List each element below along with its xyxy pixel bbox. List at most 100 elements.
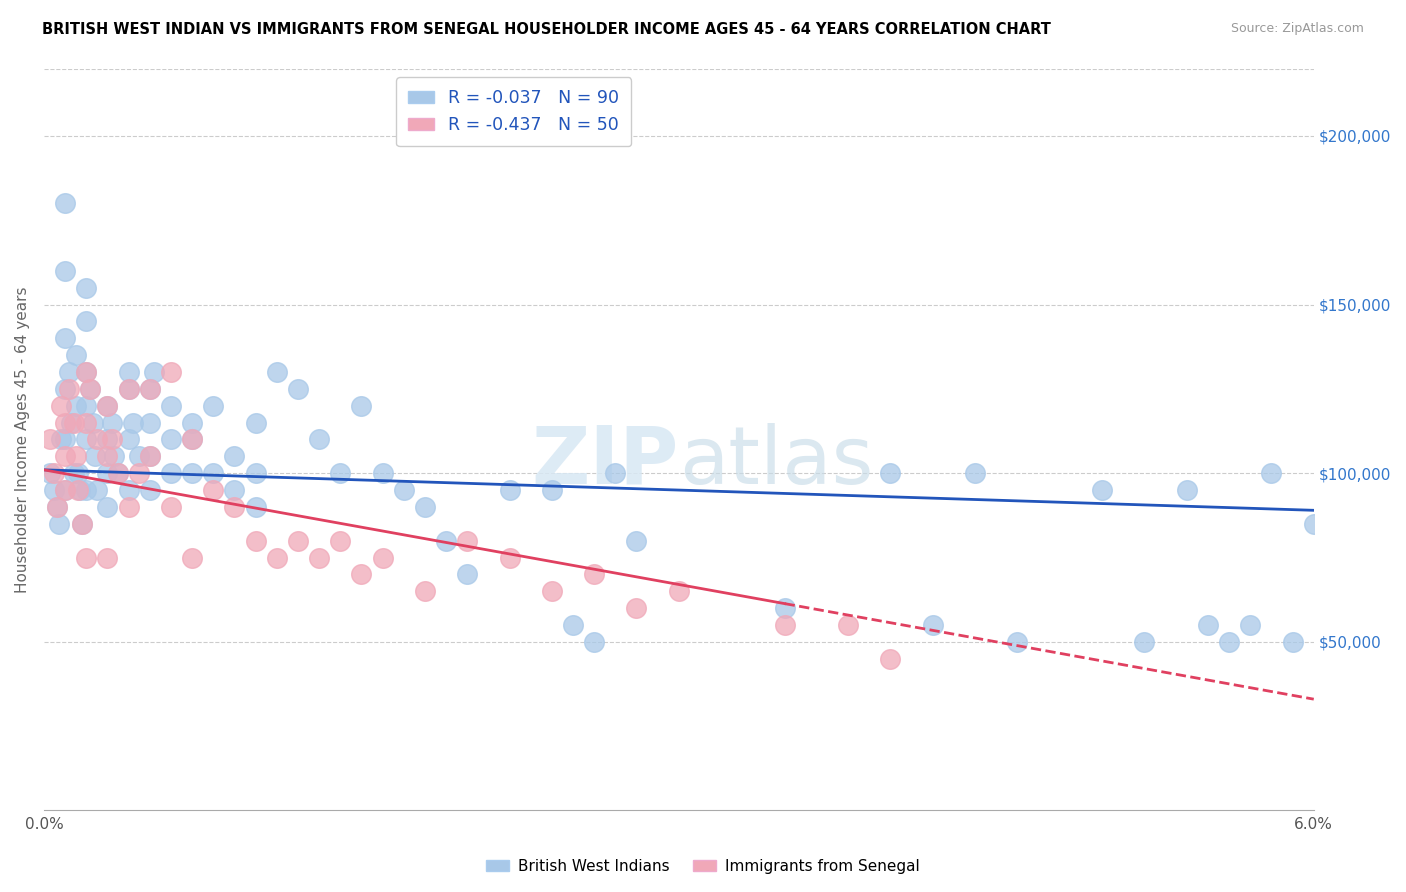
Point xyxy=(65,450,87,464)
Point xyxy=(117,483,139,497)
Point xyxy=(103,450,125,464)
Point xyxy=(456,533,478,548)
Point xyxy=(350,399,373,413)
Point xyxy=(53,416,76,430)
Point xyxy=(53,331,76,345)
Point xyxy=(69,483,91,497)
Point xyxy=(70,516,93,531)
Text: BRITISH WEST INDIAN VS IMMIGRANTS FROM SENEGAL HOUSEHOLDER INCOME AGES 45 - 64 Y: BRITISH WEST INDIAN VS IMMIGRANTS FROM S… xyxy=(42,22,1052,37)
Point xyxy=(1302,516,1324,531)
Point xyxy=(583,567,606,582)
Point xyxy=(224,450,246,464)
Point xyxy=(128,450,150,464)
Point xyxy=(75,365,97,379)
Point xyxy=(138,483,160,497)
Point xyxy=(58,365,80,379)
Point xyxy=(392,483,415,497)
Point xyxy=(181,433,204,447)
Point xyxy=(49,433,72,447)
Point xyxy=(75,416,97,430)
Point xyxy=(245,533,267,548)
Point xyxy=(66,467,89,481)
Point xyxy=(107,467,129,481)
Point xyxy=(181,416,204,430)
Point xyxy=(668,584,690,599)
Point xyxy=(879,651,901,665)
Point xyxy=(1218,635,1240,649)
Point xyxy=(773,618,796,632)
Point xyxy=(879,467,901,481)
Point xyxy=(160,467,183,481)
Point xyxy=(75,365,97,379)
Point xyxy=(160,500,183,514)
Point xyxy=(53,382,76,396)
Point xyxy=(83,450,105,464)
Point xyxy=(583,635,606,649)
Point xyxy=(413,584,436,599)
Point xyxy=(53,483,76,497)
Point xyxy=(308,550,330,565)
Point xyxy=(53,196,76,211)
Point xyxy=(350,567,373,582)
Point xyxy=(48,516,70,531)
Point xyxy=(498,483,520,497)
Point xyxy=(605,467,627,481)
Point xyxy=(138,450,160,464)
Point xyxy=(53,483,76,497)
Point xyxy=(540,483,562,497)
Point xyxy=(96,467,118,481)
Point xyxy=(921,618,943,632)
Point xyxy=(266,550,288,565)
Point xyxy=(45,500,67,514)
Point xyxy=(266,365,288,379)
Point xyxy=(371,467,394,481)
Point xyxy=(224,500,246,514)
Point xyxy=(70,516,93,531)
Point xyxy=(1175,483,1198,497)
Point xyxy=(773,601,796,615)
Point xyxy=(1239,618,1261,632)
Point xyxy=(224,483,246,497)
Point xyxy=(138,382,160,396)
Point xyxy=(58,382,80,396)
Legend: British West Indians, Immigrants from Senegal: British West Indians, Immigrants from Se… xyxy=(481,853,925,880)
Point xyxy=(160,433,183,447)
Y-axis label: Householder Income Ages 45 - 64 years: Householder Income Ages 45 - 64 years xyxy=(15,286,30,593)
Point xyxy=(75,550,97,565)
Point xyxy=(202,399,225,413)
Point xyxy=(121,416,143,430)
Text: Source: ZipAtlas.com: Source: ZipAtlas.com xyxy=(1230,22,1364,36)
Point xyxy=(498,550,520,565)
Point xyxy=(371,550,394,565)
Point xyxy=(100,433,122,447)
Point xyxy=(96,433,118,447)
Point xyxy=(75,281,97,295)
Point xyxy=(329,533,352,548)
Point xyxy=(39,433,62,447)
Point xyxy=(96,450,118,464)
Point xyxy=(245,416,267,430)
Point xyxy=(65,348,87,362)
Point xyxy=(1281,635,1303,649)
Point xyxy=(96,550,118,565)
Point xyxy=(540,584,562,599)
Point xyxy=(79,382,101,396)
Point xyxy=(117,433,139,447)
Point xyxy=(96,399,118,413)
Point xyxy=(65,399,87,413)
Point xyxy=(117,382,139,396)
Text: ZIP: ZIP xyxy=(531,423,679,500)
Point xyxy=(100,416,122,430)
Point xyxy=(202,483,225,497)
Point xyxy=(96,500,118,514)
Point xyxy=(181,467,204,481)
Point xyxy=(287,533,309,548)
Point xyxy=(45,500,67,514)
Point xyxy=(86,433,108,447)
Point xyxy=(287,382,309,396)
Point xyxy=(53,450,76,464)
Point xyxy=(96,399,118,413)
Point xyxy=(626,533,648,548)
Point xyxy=(413,500,436,514)
Point xyxy=(160,399,183,413)
